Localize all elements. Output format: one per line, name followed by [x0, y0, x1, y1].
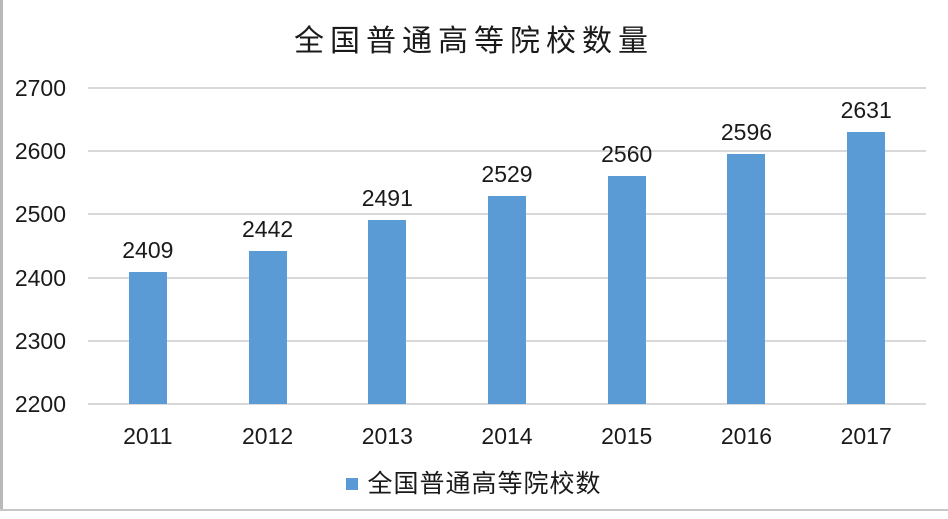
page-bottom-border [0, 509, 948, 511]
bar-value-label: 2560 [601, 141, 653, 168]
page-left-border [0, 0, 3, 511]
bar [368, 220, 407, 404]
y-axis-tick-label: 2500 [14, 201, 66, 228]
x-axis-tick-label: 2015 [601, 423, 653, 449]
bar-value-label: 2409 [122, 236, 174, 263]
bar [248, 251, 287, 404]
x-axis-tick-label: 2017 [840, 423, 892, 449]
bar-value-label: 2491 [361, 185, 413, 212]
bar-column: 2442 [208, 88, 328, 404]
bar-column: 2631 [806, 88, 926, 404]
x-axis-tick-label: 2012 [241, 423, 294, 449]
x-axis-tick-label: 2014 [481, 423, 533, 449]
bar-value-label: 2631 [840, 96, 892, 123]
bar-value-label: 2529 [481, 161, 533, 188]
bar [847, 131, 886, 404]
gridline [88, 403, 926, 405]
bar-column: 2529 [447, 88, 567, 404]
y-axis-tick-label: 2700 [14, 75, 66, 101]
bar [607, 176, 646, 404]
chart-title: 全国普通高等院校数量 [294, 25, 654, 58]
bar-column: 2560 [567, 88, 687, 404]
x-axis-tick-label: 2013 [361, 423, 413, 449]
y-axis-tick-label: 2400 [14, 264, 66, 291]
bar [727, 153, 766, 404]
bar-column: 2409 [88, 88, 208, 404]
x-axis-tick-label: 2011 [123, 423, 173, 449]
x-axis-tick-label: 2016 [720, 423, 773, 449]
bars-container: 2409 2442 2491 2529 2560 2596 2631 [88, 88, 926, 404]
gridline [88, 87, 926, 89]
bar-value-label: 2596 [720, 118, 773, 145]
legend: 全国普通高等院校数 [0, 464, 948, 500]
x-axis-labels: 2011 2012 2013 2014 2015 2016 2017 [88, 423, 926, 450]
legend-swatch-icon [346, 477, 359, 490]
bar [488, 196, 527, 404]
y-axis-tick-label: 2600 [14, 138, 66, 165]
bar [128, 271, 167, 404]
plot-area: 2409 2442 2491 2529 2560 2596 2631 [88, 87, 926, 405]
y-axis-tick-label: 2300 [14, 327, 66, 354]
bar-column: 2596 [687, 88, 807, 404]
bar-value-label: 2442 [241, 216, 294, 243]
y-axis-labels: 2700 2600 2500 2400 2300 2200 [0, 75, 66, 417]
y-axis-tick-label: 2200 [14, 391, 66, 417]
legend-label: 全国普通高等院校数 [367, 471, 602, 498]
bar-column: 2491 [327, 88, 447, 404]
gridline [88, 150, 926, 153]
